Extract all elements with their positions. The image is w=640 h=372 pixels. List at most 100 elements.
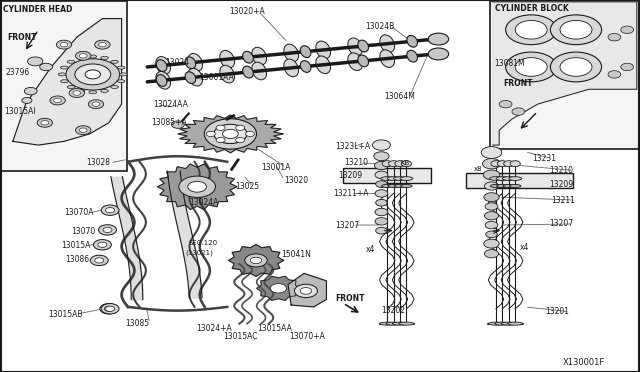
Text: 13209: 13209 bbox=[338, 171, 362, 180]
Circle shape bbox=[375, 218, 388, 225]
Ellipse shape bbox=[61, 80, 68, 83]
Ellipse shape bbox=[67, 86, 75, 89]
Circle shape bbox=[101, 304, 119, 314]
Circle shape bbox=[499, 100, 512, 108]
Ellipse shape bbox=[509, 177, 522, 180]
Circle shape bbox=[504, 161, 514, 167]
Circle shape bbox=[294, 284, 317, 298]
Circle shape bbox=[481, 147, 502, 158]
Text: 13081M: 13081M bbox=[494, 59, 525, 68]
Bar bbox=[466, 173, 573, 188]
Ellipse shape bbox=[243, 66, 253, 78]
Ellipse shape bbox=[188, 54, 203, 71]
Circle shape bbox=[95, 258, 104, 263]
Text: FRONT: FRONT bbox=[503, 79, 532, 88]
Circle shape bbox=[428, 33, 449, 45]
Circle shape bbox=[66, 59, 120, 90]
Ellipse shape bbox=[348, 38, 363, 56]
Circle shape bbox=[28, 57, 43, 66]
Text: 13211+A: 13211+A bbox=[333, 189, 368, 198]
Ellipse shape bbox=[381, 177, 394, 180]
Circle shape bbox=[375, 190, 388, 197]
Circle shape bbox=[506, 15, 557, 45]
Ellipse shape bbox=[316, 56, 331, 74]
Circle shape bbox=[372, 140, 390, 150]
Text: 13001A: 13001A bbox=[261, 163, 291, 172]
Text: 13070: 13070 bbox=[72, 227, 96, 236]
Circle shape bbox=[550, 15, 602, 45]
Circle shape bbox=[79, 54, 87, 58]
Circle shape bbox=[484, 182, 499, 190]
Ellipse shape bbox=[399, 322, 414, 325]
Ellipse shape bbox=[284, 44, 299, 62]
Circle shape bbox=[375, 171, 388, 179]
Circle shape bbox=[104, 306, 113, 311]
Circle shape bbox=[216, 137, 225, 142]
Circle shape bbox=[88, 100, 104, 109]
Text: 13209: 13209 bbox=[549, 180, 573, 189]
Ellipse shape bbox=[120, 73, 127, 76]
Circle shape bbox=[90, 255, 108, 266]
Circle shape bbox=[245, 254, 268, 267]
Ellipse shape bbox=[509, 185, 521, 187]
Ellipse shape bbox=[117, 80, 125, 83]
Polygon shape bbox=[13, 19, 122, 145]
Text: CYLINDER HEAD: CYLINDER HEAD bbox=[3, 5, 72, 14]
Circle shape bbox=[401, 161, 412, 167]
Polygon shape bbox=[257, 276, 300, 300]
Circle shape bbox=[483, 158, 500, 169]
Circle shape bbox=[206, 131, 215, 137]
Text: 13015AI: 13015AI bbox=[4, 107, 35, 116]
Circle shape bbox=[69, 89, 84, 97]
Ellipse shape bbox=[407, 35, 417, 47]
Text: 15041N: 15041N bbox=[282, 250, 312, 259]
Text: 1323L+A: 1323L+A bbox=[335, 142, 371, 151]
Circle shape bbox=[204, 119, 257, 149]
Ellipse shape bbox=[89, 55, 97, 58]
Text: 13020+A: 13020+A bbox=[229, 7, 265, 16]
Circle shape bbox=[491, 161, 501, 167]
Ellipse shape bbox=[100, 57, 108, 60]
Circle shape bbox=[37, 118, 52, 127]
Circle shape bbox=[76, 126, 91, 135]
Ellipse shape bbox=[111, 60, 118, 63]
Ellipse shape bbox=[401, 185, 412, 187]
Ellipse shape bbox=[111, 86, 118, 89]
Text: 13024A: 13024A bbox=[189, 198, 219, 207]
Circle shape bbox=[92, 102, 100, 106]
Circle shape bbox=[106, 306, 115, 311]
Circle shape bbox=[188, 181, 207, 192]
Ellipse shape bbox=[243, 51, 253, 63]
Ellipse shape bbox=[252, 47, 267, 65]
Circle shape bbox=[79, 128, 87, 132]
Text: 13015AA: 13015AA bbox=[257, 324, 292, 333]
Bar bbox=[490, 1, 639, 149]
Circle shape bbox=[484, 239, 499, 248]
Text: (13021): (13021) bbox=[186, 250, 214, 256]
Ellipse shape bbox=[381, 185, 393, 187]
Bar bbox=[1, 1, 127, 171]
Circle shape bbox=[250, 257, 262, 264]
Ellipse shape bbox=[77, 57, 85, 60]
Text: 13028: 13028 bbox=[86, 158, 110, 167]
Circle shape bbox=[484, 212, 499, 220]
Text: 13020: 13020 bbox=[284, 176, 308, 185]
Ellipse shape bbox=[490, 185, 502, 187]
Circle shape bbox=[395, 161, 405, 167]
Circle shape bbox=[376, 181, 387, 187]
Ellipse shape bbox=[358, 40, 369, 52]
Text: 23796: 23796 bbox=[5, 68, 29, 77]
Circle shape bbox=[510, 161, 520, 167]
Circle shape bbox=[106, 208, 115, 213]
Text: 13085: 13085 bbox=[125, 319, 150, 328]
Ellipse shape bbox=[100, 89, 108, 92]
Ellipse shape bbox=[252, 62, 267, 80]
Ellipse shape bbox=[400, 177, 413, 180]
Circle shape bbox=[22, 97, 32, 103]
Polygon shape bbox=[157, 164, 237, 209]
Text: 13015AC: 13015AC bbox=[223, 332, 257, 341]
Ellipse shape bbox=[58, 73, 66, 76]
Circle shape bbox=[76, 51, 91, 60]
Circle shape bbox=[515, 20, 547, 39]
Ellipse shape bbox=[77, 89, 85, 92]
